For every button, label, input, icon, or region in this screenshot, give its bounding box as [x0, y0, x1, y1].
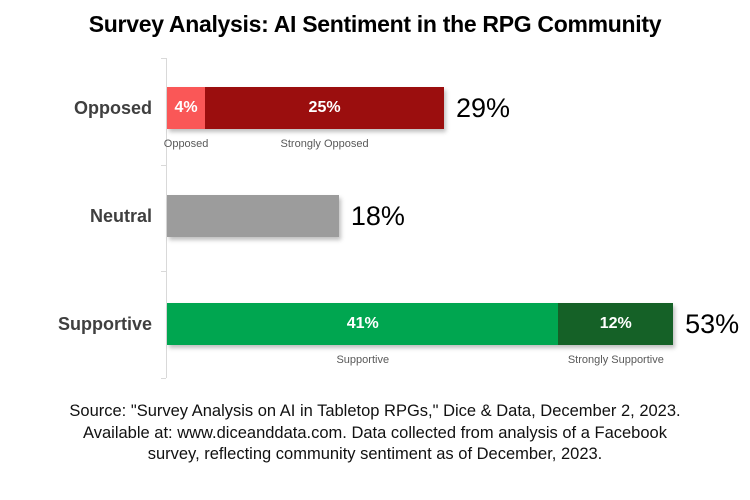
segment-name-label: Strongly Supportive [567, 354, 664, 366]
category-label-supportive: Supportive [57, 314, 152, 334]
category-label-neutral: Neutral [89, 206, 152, 226]
segment-value-label: 41% [346, 315, 379, 332]
category-label-opposed: Opposed [73, 98, 152, 118]
bar-opposed: 4% 25% [167, 87, 444, 129]
bar-supportive: 41% 12% [167, 303, 673, 345]
axis-tick [161, 271, 166, 272]
source-line-2: Available at: www.diceanddata.com. Data … [83, 423, 667, 442]
bar-segment-strongly-supportive: 12% [558, 303, 673, 345]
bar-segment-opposed: 4% [167, 87, 206, 129]
y-axis-line [166, 58, 167, 378]
axis-tick [161, 165, 166, 166]
source-note: Source: "Survey Analysis on AI in Tablet… [0, 401, 750, 466]
segment-name-label: Strongly Opposed [280, 138, 369, 150]
bar-segment-strongly-opposed: 25% [205, 87, 444, 129]
plot-area: Opposed 4% 25% Opposed Strongly Opposed 29% Ne… [0, 58, 750, 379]
axis-tick [161, 378, 166, 379]
source-line-1: Source: "Survey Analysis on AI in Tablet… [69, 402, 681, 420]
total-label-neutral: 18% [350, 201, 405, 231]
total-label-supportive: 53% [685, 309, 740, 339]
segment-value-label: 12% [599, 315, 632, 332]
total-label-opposed: 29% [455, 93, 510, 123]
segment-value-label: 25% [308, 99, 341, 116]
bar-segment-neutral [167, 195, 339, 237]
segment-name-label: Opposed [163, 138, 209, 150]
segment-name-label: Supportive [336, 354, 390, 366]
bar-neutral [167, 195, 339, 237]
axis-tick [161, 58, 166, 59]
bar-segment-supportive: 41% [167, 303, 559, 345]
chart-title: Survey Analysis: AI Sentiment in the RPG… [88, 11, 662, 37]
source-line-3: survey, reflecting community sentiment a… [147, 445, 603, 463]
segment-value-label: 4% [174, 99, 198, 116]
